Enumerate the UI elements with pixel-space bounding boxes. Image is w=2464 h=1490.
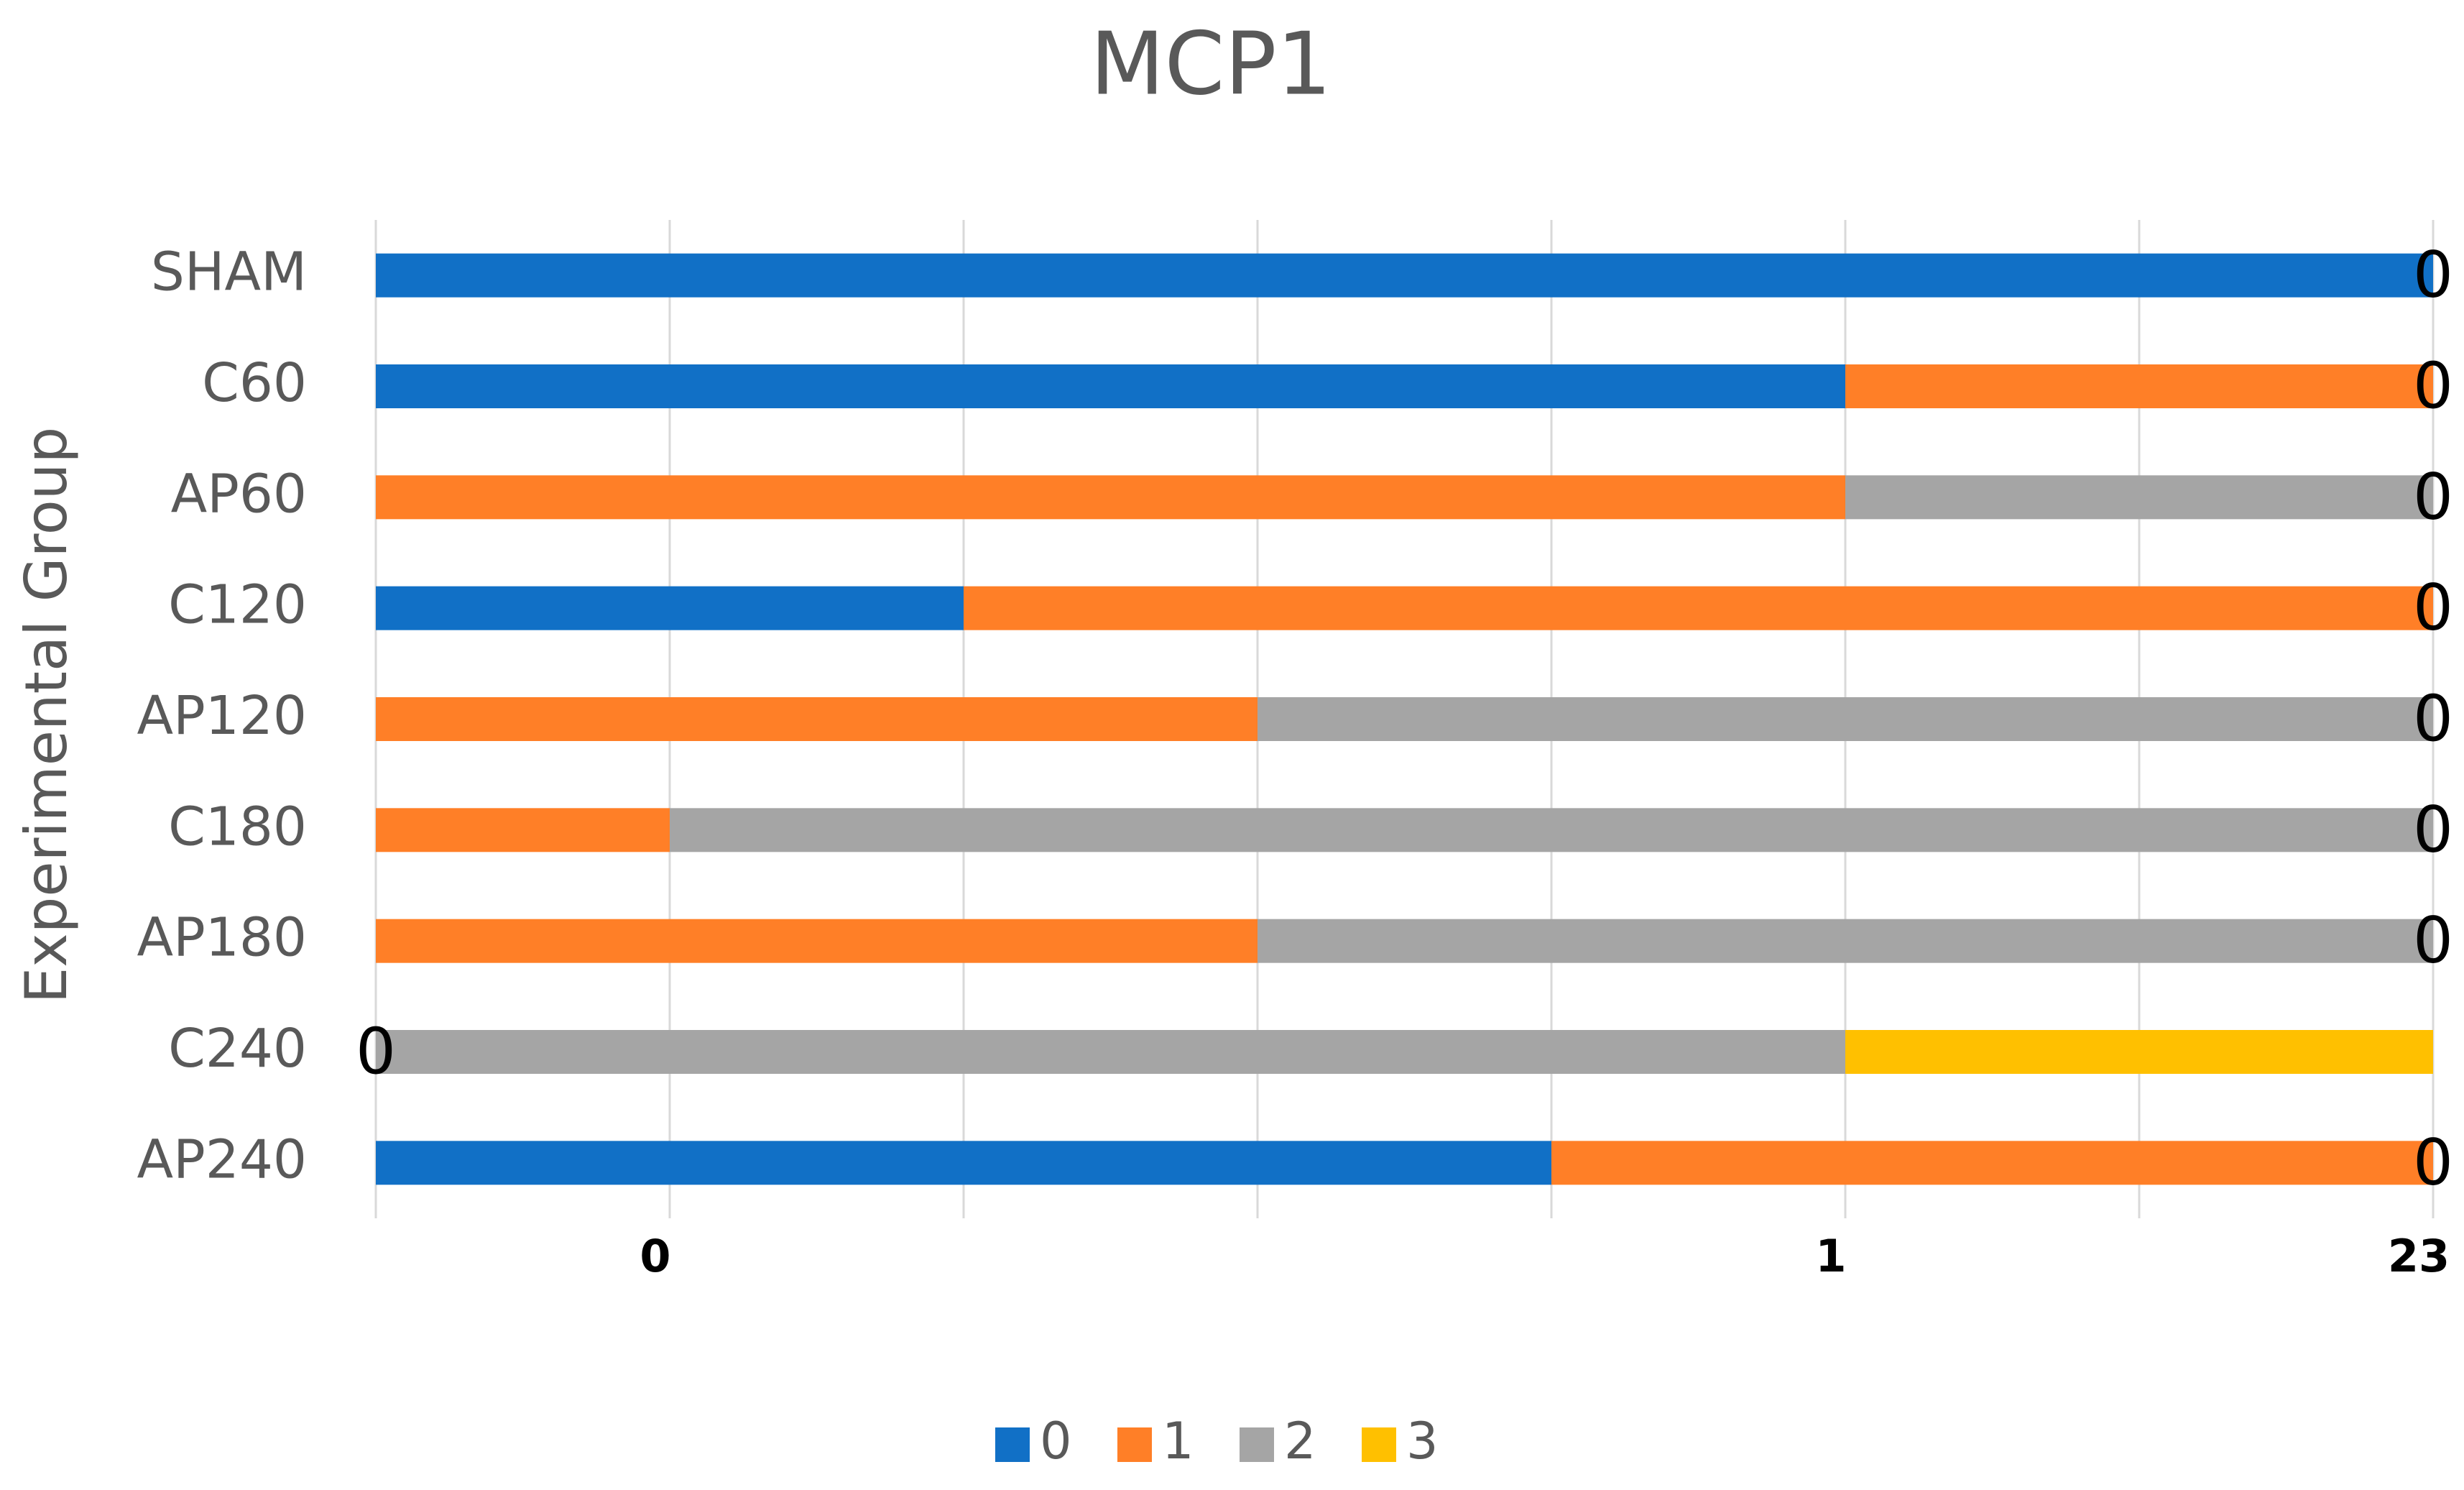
bar-segment [1845,475,2433,520]
y-axis-label: Experimental Group [13,427,80,1003]
bar-segment [1845,1030,2433,1074]
data-label: 0 [2413,238,2453,312]
bar-segment [1551,1141,2433,1185]
legend-swatch [1362,1427,1396,1462]
x-tick-label: 1 [1815,1230,1846,1282]
y-tick-label: AP240 [137,1128,308,1190]
y-tick-label: C180 [168,796,307,857]
data-label: 0 [2413,793,2453,867]
data-label: 0 [2413,681,2453,755]
data-label: 0 [2413,903,2453,978]
data-label: 0 [2413,460,2453,534]
bar-segment [376,1141,1551,1185]
legend-label: 0 [1040,1412,1072,1471]
bar-segment [376,697,1258,741]
bar-segment [376,253,2433,298]
data-label: 0 [2413,571,2453,645]
legend-label: 3 [1406,1412,1439,1471]
bar-segment [376,808,670,852]
legend-label: 1 [1162,1412,1194,1471]
y-tick-label: AP180 [137,907,308,969]
x-tick-label: 23 [2388,1230,2450,1282]
bar-segment [376,475,1845,520]
y-tick-label: C240 [168,1018,307,1080]
legend-swatch [1117,1427,1152,1462]
y-tick-label: AP60 [171,463,307,525]
bar-segment [376,919,1258,963]
x-tick-label: 0 [640,1230,670,1282]
bar-segment [376,1030,1845,1074]
bar-segment [1258,697,2433,741]
legend-swatch [1240,1427,1274,1462]
bar-segment [964,586,2433,630]
data-label: 0 [2413,349,2453,423]
y-tick-label: C120 [168,574,307,636]
bar-segment [670,808,2433,852]
bar-segment [1258,919,2433,963]
legend-label: 2 [1284,1412,1316,1471]
bar-segment [1845,364,2433,408]
y-tick-label: AP120 [137,685,308,747]
y-tick-label: C60 [202,352,307,414]
y-tick-label: SHAM [151,242,307,303]
bar-segment [376,364,1845,408]
bar-segment [376,586,964,630]
data-label: 0 [2413,1126,2453,1200]
chart-title: MCP1 [1090,15,1332,115]
legend-swatch [995,1427,1030,1462]
data-label: 0 [356,1014,396,1088]
